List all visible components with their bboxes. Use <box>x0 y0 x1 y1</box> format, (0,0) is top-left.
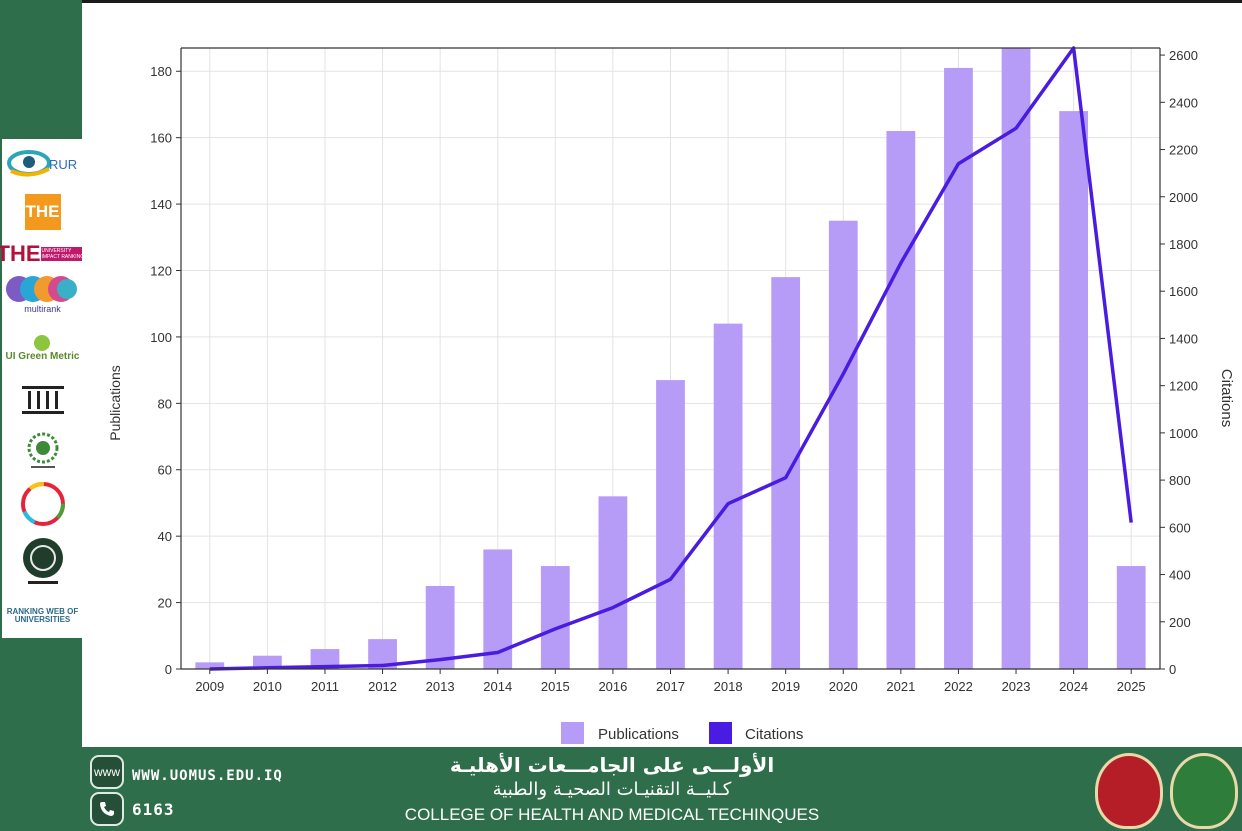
publications-bar <box>1059 111 1089 670</box>
x-tick-label: 2015 <box>541 679 570 694</box>
x-tick-label: 2024 <box>1059 679 1088 694</box>
x-tick-label: 2022 <box>944 679 973 694</box>
legend-swatch-citations <box>709 722 732 744</box>
y-tick-label: 100 <box>150 330 172 345</box>
x-tick-label: 2025 <box>1117 679 1146 694</box>
publications-bar <box>1001 48 1031 669</box>
y-tick-label: 20 <box>158 596 172 611</box>
chart-legend: Publications Citations <box>561 722 803 744</box>
y2-tick-label: 1800 <box>1169 237 1198 252</box>
publications-bar <box>195 662 225 669</box>
y2-tick-label: 800 <box>1169 473 1191 488</box>
y2-tick-label: 2600 <box>1169 48 1198 63</box>
y-tick-label: 60 <box>158 463 172 478</box>
publications-bar <box>310 649 340 669</box>
x-tick-label: 2012 <box>368 679 397 694</box>
publications-bar <box>828 220 858 669</box>
x-tick-label: 2013 <box>426 679 455 694</box>
rur-logo: RUR <box>2 145 83 181</box>
x-tick-label: 2020 <box>829 679 858 694</box>
y-tick-label: 80 <box>158 396 172 411</box>
x-tick-label: 2017 <box>656 679 685 694</box>
publications-bar <box>1116 566 1146 669</box>
x-tick-label: 2018 <box>714 679 743 694</box>
columns-logo <box>2 381 83 417</box>
publications-bar <box>598 496 628 669</box>
y-axis-label: Publications <box>107 365 123 441</box>
y2-tick-label: 0 <box>1169 662 1176 677</box>
top-border <box>82 0 1242 3</box>
y2-tick-label: 2200 <box>1169 143 1198 158</box>
chart-area: 0 20 40 60 80 100 120 140 160 180 0 200 400 600 800 100… <box>82 3 1242 747</box>
y2-tick-label: 200 <box>1169 615 1191 630</box>
phone-number: 6163 <box>132 800 175 819</box>
multirank-logo: multirank <box>2 273 83 315</box>
y2-tick-label: 600 <box>1169 520 1191 535</box>
x-tick-label: 2023 <box>1002 679 1031 694</box>
footer-bar: www WWW.UOMUS.EDU.IQ 6163 الأولـــى على … <box>82 747 1242 831</box>
y2-tick-label: 1400 <box>1169 331 1198 346</box>
y2-tick-label: 2000 <box>1169 190 1198 205</box>
university-seal-red <box>1095 753 1163 829</box>
the-logo: THE <box>2 193 83 231</box>
y2-tick-label: 2400 <box>1169 95 1198 110</box>
ui-greenmetric-logo: UI Green Metric <box>2 325 83 371</box>
publications-citations-chart: 0204060801001201401601800200400600800100… <box>107 46 1235 744</box>
arab-union-logo <box>2 429 83 473</box>
y-tick-label: 0 <box>165 662 172 677</box>
ranking-logos-panel: RUR THE THE UNIVERSITY IMPACT RANKINGS m… <box>0 139 89 638</box>
the-impact-logo: THE UNIVERSITY IMPACT RANKINGS <box>0 241 89 266</box>
y-tick-label: 120 <box>150 263 172 278</box>
svg-text:RUR: RUR <box>49 157 77 172</box>
web-icon: www <box>90 755 124 789</box>
publications-bar <box>252 655 282 669</box>
college-name: COLLEGE OF HEALTH AND MEDICAL TECHINQUES <box>404 805 820 824</box>
publications-bar <box>886 131 916 670</box>
x-tick-label: 2021 <box>886 679 915 694</box>
legend-swatch-publications <box>561 722 584 744</box>
website-text[interactable]: WWW.UOMUS.EDU.IQ <box>132 768 283 784</box>
x-tick-label: 2010 <box>253 679 282 694</box>
citations-line <box>209 46 1133 671</box>
legend-label-publications: Publications <box>598 726 679 743</box>
y2-tick-label: 1600 <box>1169 284 1198 299</box>
y-tick-label: 40 <box>158 529 172 544</box>
arabic-title-2: كـليــة التقنيـات الصحيـة والطبية <box>492 779 732 800</box>
x-tick-label: 2016 <box>598 679 627 694</box>
y-tick-label: 140 <box>150 197 172 212</box>
publications-bar <box>540 566 570 669</box>
y-tick-label: 180 <box>150 64 172 79</box>
arab-engineers-logo <box>2 535 83 589</box>
publications-bar <box>713 323 743 669</box>
publications-bar <box>425 585 455 669</box>
y2-axis-label: Citations <box>1218 369 1235 427</box>
arabic-title-1: الأولـــى على الجامـــعات الأهليـة <box>449 753 775 777</box>
y2-tick-label: 400 <box>1169 568 1191 583</box>
publications-bar <box>944 67 973 670</box>
x-tick-label: 2011 <box>311 679 339 694</box>
x-tick-label: 2014 <box>483 679 512 694</box>
y2-tick-label: 1200 <box>1169 379 1198 394</box>
sdg-logo <box>2 481 83 527</box>
x-tick-label: 2009 <box>195 679 224 694</box>
x-tick-label: 2019 <box>771 679 800 694</box>
publications-bar <box>771 277 801 669</box>
y-tick-label: 160 <box>150 131 172 146</box>
legend-label-citations: Citations <box>745 726 803 743</box>
phone-icon <box>90 792 124 826</box>
university-seal-green <box>1170 753 1238 829</box>
y2-tick-label: 1000 <box>1169 426 1198 441</box>
webometrics-logo: RANKING WEB OF UNIVERSITIES <box>6 607 79 624</box>
publications-bar <box>656 380 685 669</box>
